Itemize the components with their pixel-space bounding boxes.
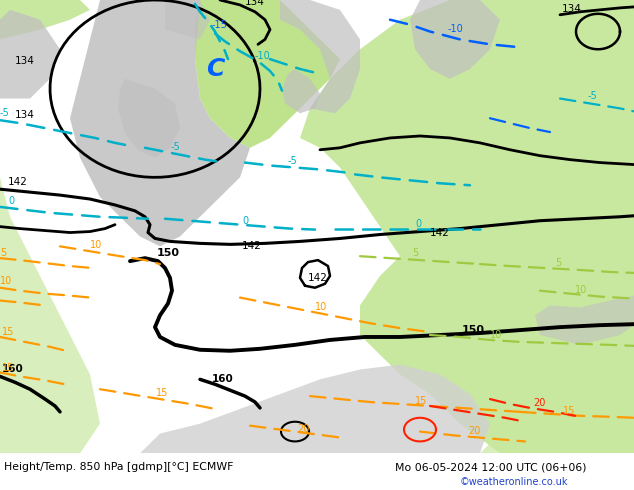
Text: 10: 10 bbox=[90, 240, 102, 250]
Polygon shape bbox=[575, 0, 634, 89]
Text: 5: 5 bbox=[0, 248, 6, 258]
Text: -5: -5 bbox=[0, 108, 10, 118]
Text: 10: 10 bbox=[0, 276, 12, 286]
Text: 0: 0 bbox=[242, 216, 248, 226]
Polygon shape bbox=[140, 365, 490, 453]
Text: 0: 0 bbox=[8, 196, 14, 206]
Text: Mo 06-05-2024 12:00 UTC (06+06): Mo 06-05-2024 12:00 UTC (06+06) bbox=[395, 462, 586, 472]
Text: -15: -15 bbox=[211, 20, 227, 29]
Text: 0: 0 bbox=[415, 219, 421, 229]
Polygon shape bbox=[0, 177, 100, 453]
Text: 142: 142 bbox=[8, 177, 28, 187]
Text: 134: 134 bbox=[15, 56, 35, 66]
Text: 15: 15 bbox=[2, 327, 15, 337]
Text: C: C bbox=[206, 57, 224, 81]
Polygon shape bbox=[535, 295, 634, 345]
Text: 10: 10 bbox=[490, 330, 502, 340]
Polygon shape bbox=[70, 0, 250, 246]
Polygon shape bbox=[118, 79, 180, 158]
Polygon shape bbox=[300, 0, 634, 453]
Text: -5: -5 bbox=[588, 91, 598, 100]
Text: 5: 5 bbox=[412, 248, 418, 258]
Text: 5: 5 bbox=[555, 258, 561, 268]
Text: 142: 142 bbox=[430, 228, 450, 239]
Polygon shape bbox=[0, 0, 90, 39]
Polygon shape bbox=[165, 0, 210, 39]
Polygon shape bbox=[410, 0, 500, 79]
Polygon shape bbox=[282, 69, 320, 113]
Text: Height/Temp. 850 hPa [gdmp][°C] ECMWF: Height/Temp. 850 hPa [gdmp][°C] ECMWF bbox=[4, 462, 233, 472]
Text: 150: 150 bbox=[157, 248, 180, 258]
Text: 15: 15 bbox=[415, 396, 427, 406]
Text: 15: 15 bbox=[563, 406, 576, 416]
Text: 142: 142 bbox=[308, 273, 328, 283]
Text: ©weatheronline.co.uk: ©weatheronline.co.uk bbox=[460, 477, 569, 487]
Text: -10: -10 bbox=[447, 24, 463, 33]
Text: 10: 10 bbox=[575, 285, 587, 294]
Text: 20: 20 bbox=[533, 398, 545, 408]
Text: 160: 160 bbox=[212, 374, 234, 384]
Polygon shape bbox=[195, 0, 340, 148]
Text: -10: -10 bbox=[254, 51, 270, 61]
Polygon shape bbox=[280, 0, 360, 113]
Text: 134: 134 bbox=[245, 0, 265, 7]
Polygon shape bbox=[480, 374, 634, 453]
Text: -5: -5 bbox=[170, 142, 180, 152]
Text: 20: 20 bbox=[468, 425, 481, 436]
Text: 160: 160 bbox=[2, 365, 23, 374]
Text: 20: 20 bbox=[297, 423, 309, 434]
Text: 142: 142 bbox=[242, 241, 262, 251]
Text: 134: 134 bbox=[562, 4, 582, 14]
Text: -5: -5 bbox=[287, 155, 297, 166]
Text: 134: 134 bbox=[15, 110, 35, 120]
Text: 15: 15 bbox=[156, 388, 169, 398]
Text: 10: 10 bbox=[315, 302, 327, 313]
Polygon shape bbox=[0, 10, 60, 98]
Text: 15: 15 bbox=[2, 364, 15, 373]
Text: 150: 150 bbox=[462, 325, 485, 335]
